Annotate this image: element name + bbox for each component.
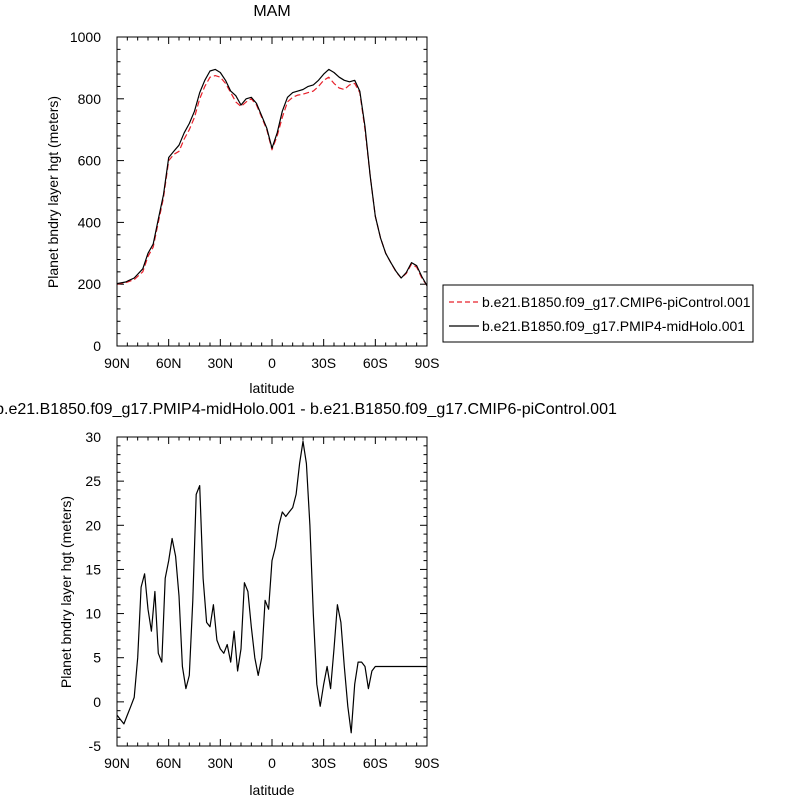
top-x-axis-label: latitude xyxy=(249,380,294,396)
y-tick-label: 200 xyxy=(78,276,102,292)
y-tick-label: 5 xyxy=(93,650,101,666)
y-tick-label: 0 xyxy=(93,338,101,354)
y-tick-label: 400 xyxy=(78,214,102,230)
legend-label-midholo: b.e21.B1850.f09_g17.PMIP4-midHolo.001 xyxy=(482,318,745,334)
bottom-axis-ticks: 90N 60N 30N 0 30S 60S 90S -5 0 5 10 15 20 25 30 xyxy=(85,429,439,771)
series-line-1 xyxy=(116,440,427,734)
y-tick-label: 30 xyxy=(85,429,101,445)
x-tick-label: 30S xyxy=(311,355,336,371)
bottom-chart-title: b.e21.B1850.f09_g17.PMIP4-midHolo.001 - … xyxy=(0,401,617,418)
x-tick-label: 60N xyxy=(156,355,182,371)
bottom-panel: b.e21.B1850.f09_g17.PMIP4-midHolo.001 - … xyxy=(0,401,617,798)
top-axis-ticks: 90N 60N 30N 0 30S 60S 90S 0 200 400 600 800 1000 xyxy=(70,29,440,371)
x-tick-label: 90S xyxy=(415,355,440,371)
top-y-axis-label: Planet bndry layer hgt (meters) xyxy=(45,96,61,288)
legend-box xyxy=(442,284,754,343)
top-panel: MAM Planet bndry layer hgt (meters) lati… xyxy=(45,3,439,396)
top-series-lines xyxy=(116,68,428,287)
x-tick-label: 0 xyxy=(268,355,276,371)
x-tick-label: 30N xyxy=(207,755,233,771)
y-tick-label: 25 xyxy=(85,473,101,489)
top-plot-frame xyxy=(116,36,428,347)
x-tick-label: 30N xyxy=(207,355,233,371)
legend: b.e21.B1850.f09_g17.CMIP6-piControl.001 … xyxy=(442,284,754,343)
y-tick-label: 800 xyxy=(78,91,102,107)
bottom-plot-frame xyxy=(116,436,428,747)
y-tick-label: 10 xyxy=(85,606,101,622)
x-tick-label: 0 xyxy=(268,755,276,771)
bottom-x-axis-label: latitude xyxy=(249,782,294,798)
y-tick-label: 1000 xyxy=(70,29,101,45)
legend-label-picontrol: b.e21.B1850.f09_g17.CMIP6-piControl.001 xyxy=(482,294,751,310)
y-tick-label: 20 xyxy=(85,517,101,533)
x-tick-label: 60S xyxy=(363,755,388,771)
series-line-1 xyxy=(116,74,428,287)
top-chart-title: MAM xyxy=(253,3,290,20)
y-tick-label: 15 xyxy=(85,561,101,577)
x-tick-label: 60S xyxy=(363,355,388,371)
x-tick-label: 90N xyxy=(104,755,130,771)
x-tick-label: 30S xyxy=(311,755,336,771)
y-tick-label: 600 xyxy=(78,153,102,169)
y-tick-label: -5 xyxy=(89,738,102,754)
y-tick-label: 0 xyxy=(93,694,101,710)
x-tick-label: 90S xyxy=(415,755,440,771)
bottom-y-axis-label: Planet bndry layer hgt (meters) xyxy=(58,496,74,688)
bottom-series-lines xyxy=(116,440,427,734)
series-line-2 xyxy=(116,68,428,286)
x-tick-label: 60N xyxy=(156,755,182,771)
x-tick-label: 90N xyxy=(104,355,130,371)
